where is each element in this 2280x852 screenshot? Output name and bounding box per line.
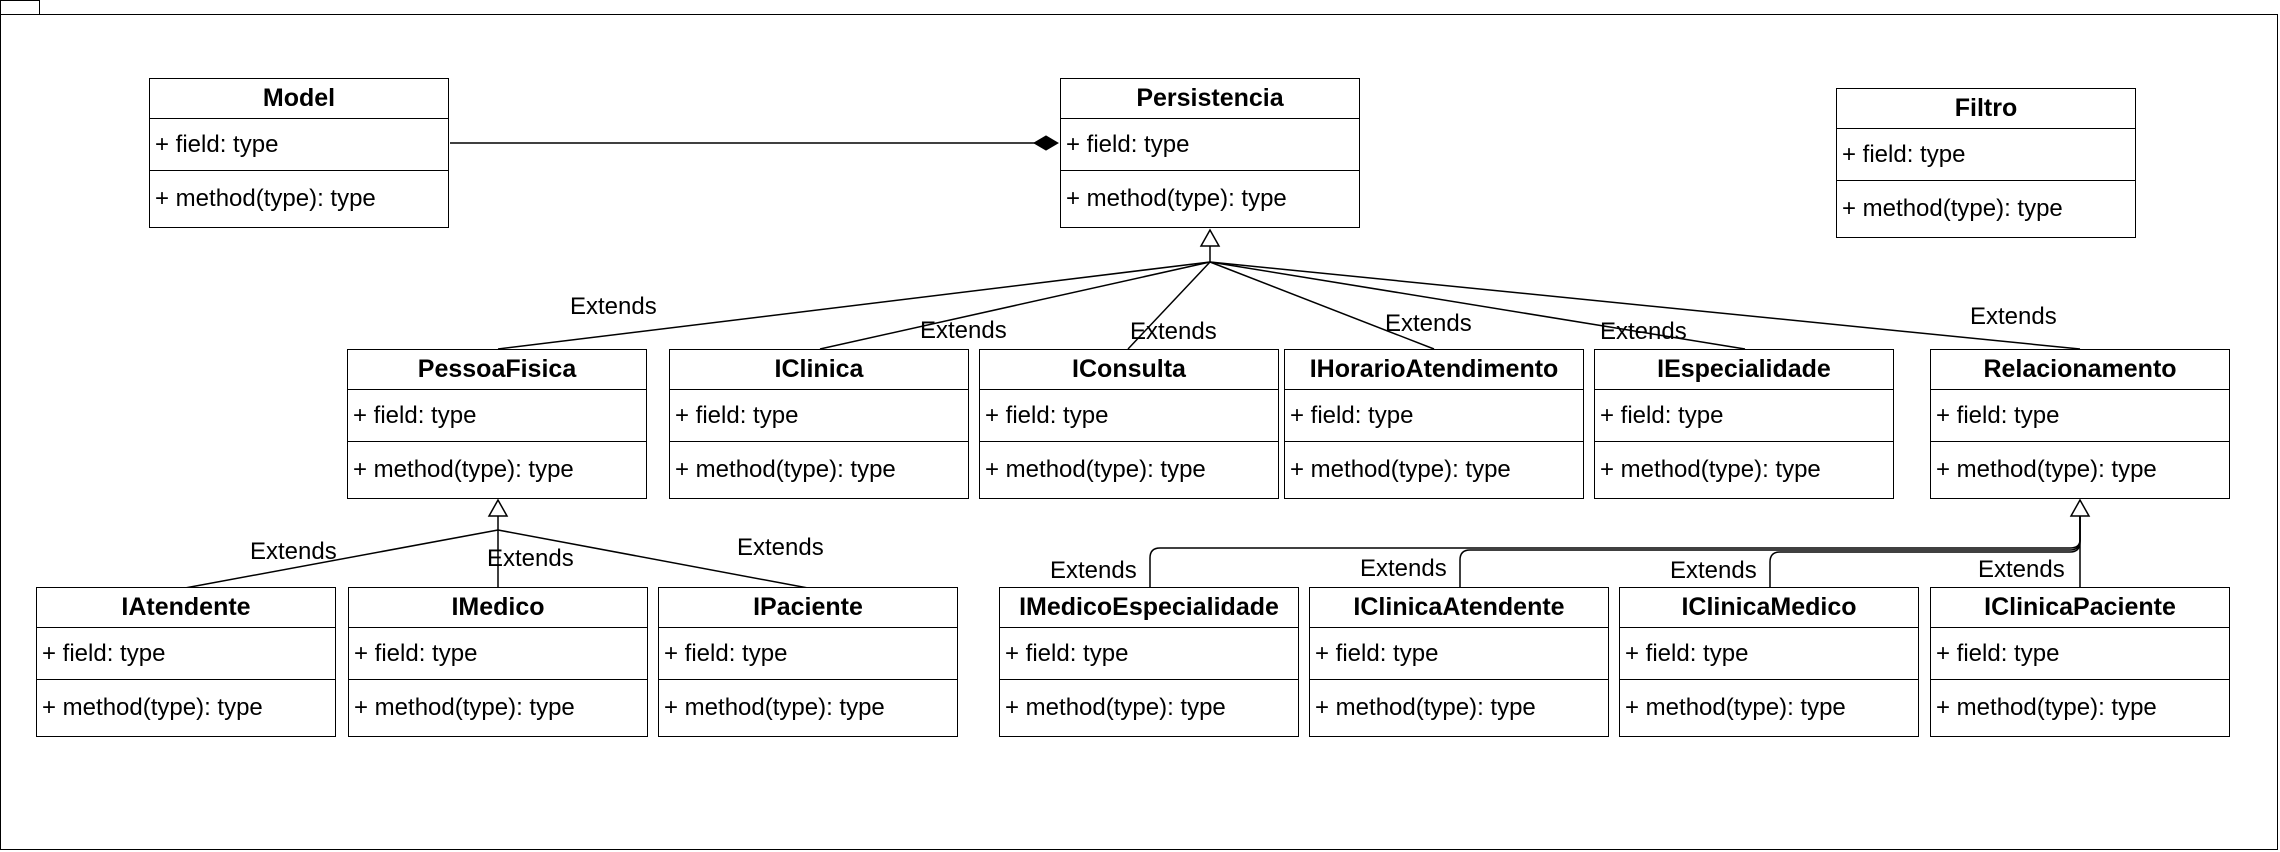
- extends-line-ihorario: [1209, 261, 1435, 350]
- extends-label: Extends: [570, 293, 657, 320]
- class-method: + method(type): type: [1625, 693, 1846, 721]
- class-field: + field: type: [1931, 628, 2229, 680]
- class-field: + field: type: [150, 119, 448, 171]
- class-name: IPaciente: [659, 588, 957, 628]
- class-field: + field: type: [1310, 628, 1608, 680]
- class-ipaciente[interactable]: IPaciente + field: type + method(type): …: [658, 587, 958, 737]
- class-field: + field: type: [1620, 628, 1918, 680]
- generalization-arrow-pessoafisica: [487, 498, 509, 517]
- package-frame: [0, 14, 2278, 850]
- extends-label: Extends: [1600, 318, 1687, 345]
- class-name: IAtendente: [37, 588, 335, 628]
- class-method: + method(type): type: [1005, 693, 1226, 721]
- class-iclinicamedico[interactable]: IClinicaMedico + field: type + method(ty…: [1619, 587, 1919, 737]
- class-method: + method(type): type: [1066, 184, 1287, 212]
- class-method: + method(type): type: [1315, 693, 1536, 721]
- extends-line-iespecialidade: [1209, 261, 1746, 350]
- class-iconsulta[interactable]: IConsulta + field: type + method(type): …: [979, 349, 1279, 499]
- extends-line-iclinica: [819, 261, 1211, 350]
- class-method: + method(type): type: [42, 693, 263, 721]
- class-name: PessoaFisica: [348, 350, 646, 390]
- class-filtro[interactable]: Filtro + field: type + method(type): typ…: [1836, 88, 2136, 238]
- class-method: + method(type): type: [1842, 194, 2063, 222]
- class-method: + method(type): type: [664, 693, 885, 721]
- extends-label: Extends: [1385, 310, 1472, 337]
- extends-label: Extends: [1970, 303, 2057, 330]
- class-name: IClinicaAtendente: [1310, 588, 1608, 628]
- class-iatendente[interactable]: IAtendente + field: type + method(type):…: [36, 587, 336, 737]
- extends-line-relacionamento: [1209, 261, 2081, 350]
- class-iclinica[interactable]: IClinica + field: type + method(type): t…: [669, 349, 969, 499]
- class-method: + method(type): type: [985, 455, 1206, 483]
- class-field: + field: type: [1837, 129, 2135, 181]
- class-name: Filtro: [1837, 89, 2135, 129]
- generalization-arrow-persistencia: [1199, 228, 1221, 247]
- composition-diamond: [1033, 135, 1059, 151]
- class-field: + field: type: [349, 628, 647, 680]
- class-persistencia[interactable]: Persistencia + field: type + method(type…: [1060, 78, 1360, 228]
- extends-line-iatendente: [184, 529, 499, 589]
- class-field: + field: type: [980, 390, 1278, 442]
- extends-label: Extends: [1130, 318, 1217, 345]
- extends-label: Extends: [1670, 557, 1757, 584]
- class-method: + method(type): type: [675, 455, 896, 483]
- extends-label: Extends: [737, 534, 824, 561]
- extends-label: Extends: [1978, 556, 2065, 583]
- class-pessoafisica[interactable]: PessoaFisica + field: type + method(type…: [347, 349, 647, 499]
- extends-line-iconsulta: [1127, 261, 1211, 350]
- class-relacionamento[interactable]: Relacionamento + field: type + method(ty…: [1930, 349, 2230, 499]
- class-name: IClinica: [670, 350, 968, 390]
- class-field: + field: type: [659, 628, 957, 680]
- class-field: + field: type: [1000, 628, 1298, 680]
- class-field: + field: type: [670, 390, 968, 442]
- class-method: + method(type): type: [1936, 693, 2157, 721]
- class-model[interactable]: Model + field: type + method(type): type: [149, 78, 449, 228]
- class-name: Persistencia: [1061, 79, 1359, 119]
- class-name: IHorarioAtendimento: [1285, 350, 1583, 390]
- class-name: IClinicaMedico: [1620, 588, 1918, 628]
- class-field: + field: type: [1285, 390, 1583, 442]
- class-method: + method(type): type: [1600, 455, 1821, 483]
- extends-label: Extends: [487, 545, 574, 572]
- class-name: IEspecialidade: [1595, 350, 1893, 390]
- extends-label: Extends: [1050, 557, 1137, 584]
- package-tab: [0, 0, 40, 14]
- class-field: + field: type: [37, 628, 335, 680]
- class-field: + field: type: [1931, 390, 2229, 442]
- class-field: + field: type: [1061, 119, 1359, 171]
- class-method: + method(type): type: [1936, 455, 2157, 483]
- class-name: IConsulta: [980, 350, 1278, 390]
- extends-label: Extends: [1360, 555, 1447, 582]
- class-method: + method(type): type: [1290, 455, 1511, 483]
- class-iclinicapaciente[interactable]: IClinicaPaciente + field: type + method(…: [1930, 587, 2230, 737]
- class-field: + field: type: [348, 390, 646, 442]
- class-name: IClinicaPaciente: [1931, 588, 2229, 628]
- extends-line-ipaciente: [497, 529, 809, 589]
- class-ihorarioatendimento[interactable]: IHorarioAtendimento + field: type + meth…: [1284, 349, 1584, 499]
- extends-label: Extends: [250, 538, 337, 565]
- class-method: + method(type): type: [353, 455, 574, 483]
- class-name: IMedicoEspecialidade: [1000, 588, 1298, 628]
- class-method: + method(type): type: [354, 693, 575, 721]
- class-field: + field: type: [1595, 390, 1893, 442]
- generalization-arrow-relacionamento: [2069, 498, 2091, 517]
- class-imedico[interactable]: IMedico + field: type + method(type): ty…: [348, 587, 648, 737]
- class-name: IMedico: [349, 588, 647, 628]
- class-iespecialidade[interactable]: IEspecialidade + field: type + method(ty…: [1594, 349, 1894, 499]
- class-imedicoespecialidade[interactable]: IMedicoEspecialidade + field: type + met…: [999, 587, 1299, 737]
- class-name: Relacionamento: [1931, 350, 2229, 390]
- class-iclinicaatendente[interactable]: IClinicaAtendente + field: type + method…: [1309, 587, 1609, 737]
- class-name: Model: [150, 79, 448, 119]
- class-method: + method(type): type: [155, 184, 376, 212]
- extends-line-pessoafisica: [497, 261, 1211, 350]
- extends-label: Extends: [920, 317, 1007, 344]
